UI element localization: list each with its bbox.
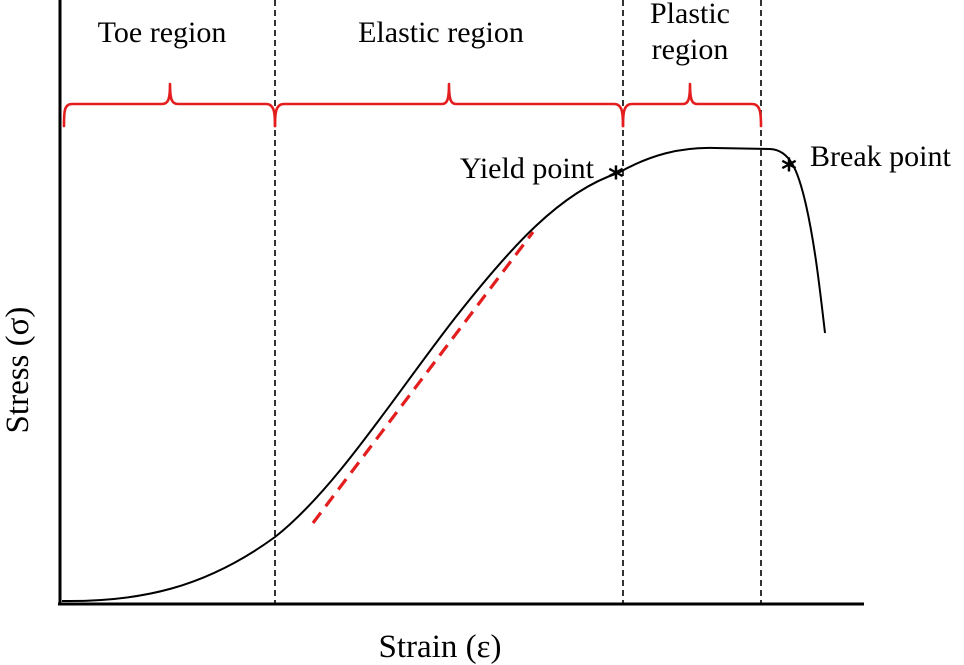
toe-region-label: Toe region [98, 16, 227, 49]
toe-region-brace [62, 82, 277, 128]
plastic-region-label-line1: Plastic [650, 0, 730, 30]
plastic-region-label-line2: region [652, 33, 729, 66]
elastic-tangent-line [311, 231, 535, 524]
y-axis-title: Stress (σ) [0, 307, 36, 434]
elastic-region-brace [273, 82, 625, 128]
stress-strain-curve [61, 146, 826, 603]
break-point-marker: * [781, 153, 797, 188]
yield-point-marker: * [608, 161, 624, 196]
x-axis-title: Strain (ε) [379, 629, 502, 665]
elastic-region-label: Elastic region [358, 16, 524, 49]
yield-point-label: Yield point [460, 152, 595, 185]
break-point-label: Break point [810, 140, 951, 173]
plastic-region-brace [621, 82, 763, 128]
